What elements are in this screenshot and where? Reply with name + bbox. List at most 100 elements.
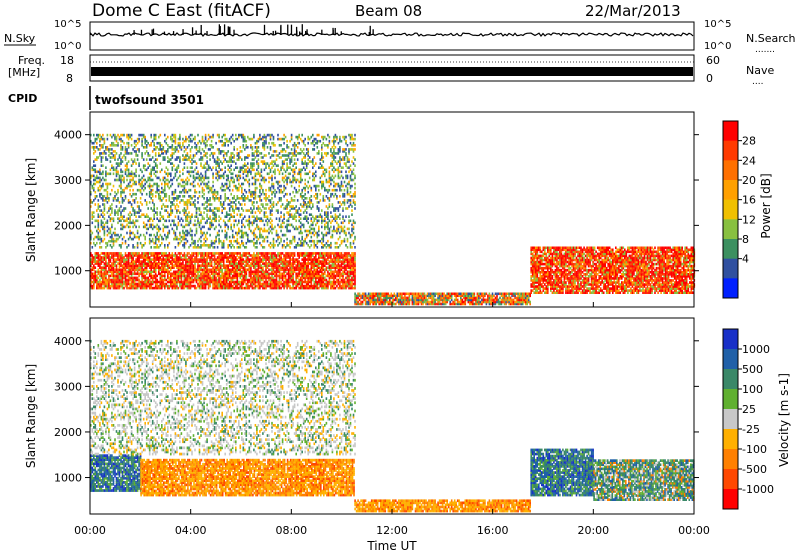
heatmap-cell <box>171 254 174 257</box>
heatmap-cell <box>192 280 195 284</box>
heatmap-cell <box>265 282 267 286</box>
heatmap-cell <box>538 291 540 294</box>
heatmap-cell <box>491 292 494 296</box>
heatmap-cell <box>182 258 184 261</box>
heatmap-cell <box>90 258 92 261</box>
heatmap-cell <box>613 264 616 268</box>
heatmap-cell <box>569 248 572 252</box>
heatmap-cell <box>171 282 174 286</box>
heatmap-cell <box>109 286 112 290</box>
heatmap-cell <box>118 284 121 288</box>
heatmap-cell <box>322 274 325 278</box>
heatmap-cell <box>203 258 205 261</box>
heatmap-cell <box>595 250 597 254</box>
heatmap-cell <box>342 270 344 274</box>
heatmap-cell <box>176 280 178 284</box>
heatmap-cell <box>417 302 420 306</box>
heatmap-cell <box>631 281 634 284</box>
heatmap-cell <box>197 276 199 280</box>
heatmap-cell <box>554 287 557 290</box>
heatmap-cell <box>511 292 513 296</box>
heatmap-cell <box>298 262 300 265</box>
heatmap-cell <box>275 256 278 259</box>
heatmap-cell <box>158 270 160 274</box>
heatmap-cell <box>186 282 189 286</box>
heatmap-cell <box>136 252 139 255</box>
heatmap-cell <box>194 278 196 282</box>
heatmap-cell <box>583 256 585 260</box>
heatmap-cell <box>225 258 228 261</box>
heatmap-cell <box>147 258 149 261</box>
heatmap-cell <box>100 272 103 276</box>
heatmap-cell <box>188 274 190 278</box>
heatmap-cell <box>106 256 109 259</box>
heatmap-cell <box>596 273 599 276</box>
heatmap-cell <box>308 270 311 274</box>
heatmap-cell <box>325 280 328 284</box>
heatmap-cell <box>381 298 383 302</box>
heatmap-cell <box>164 260 166 263</box>
heatmap-cell <box>557 256 560 260</box>
heatmap-cell <box>198 276 201 280</box>
heatmap-cell <box>301 252 303 255</box>
heatmap-cell <box>245 262 248 265</box>
heatmap-cell <box>139 256 142 259</box>
heatmap-cell <box>241 280 243 284</box>
heatmap-cell <box>313 268 316 272</box>
heatmap-cell <box>554 291 557 294</box>
heatmap-cell <box>158 254 160 257</box>
heatmap-cell <box>133 282 136 286</box>
heatmap-cell <box>159 282 162 286</box>
heatmap-cell <box>586 268 588 272</box>
heatmap-cell <box>330 280 332 284</box>
heatmap-cell <box>173 272 175 276</box>
heatmap-cell <box>346 272 349 276</box>
heatmap-cell <box>251 264 254 267</box>
heatmap-cell <box>331 284 334 288</box>
heatmap-cell <box>562 270 564 274</box>
heatmap-cell <box>204 276 207 280</box>
heatmap-cell <box>260 282 263 286</box>
heatmap-cell <box>268 278 270 282</box>
heatmap-cell <box>318 270 320 274</box>
heatmap-cell <box>536 281 539 284</box>
heatmap-cell <box>183 284 186 288</box>
heatmap-cell <box>318 286 320 290</box>
heatmap-cell <box>254 260 257 263</box>
heatmap-cell <box>531 283 534 286</box>
heatmap-cell <box>290 286 293 290</box>
heatmap-cell <box>437 298 439 302</box>
heatmap-cell <box>145 266 148 269</box>
heatmap-cell <box>168 252 171 255</box>
heatmap-cell <box>251 284 254 288</box>
heatmap-cell <box>115 282 118 286</box>
heatmap-cell <box>298 266 300 269</box>
heatmap-cell <box>354 280 356 284</box>
heatmap-cell <box>399 300 402 304</box>
heatmap-cell <box>534 260 537 264</box>
heatmap-cell <box>575 279 578 282</box>
heatmap-cell <box>604 283 606 286</box>
heatmap-cell <box>455 294 457 298</box>
heatmap-cell <box>141 254 143 257</box>
heatmap-cell <box>569 273 572 276</box>
heatmap-cell <box>144 264 146 267</box>
heatmap-cell <box>257 266 260 269</box>
heatmap-cell <box>204 286 207 290</box>
heatmap-cell <box>478 302 480 306</box>
nsky-tick-bottom: 10^0 <box>54 41 81 52</box>
heatmap-cell <box>307 270 309 274</box>
heatmap-cell <box>521 300 524 304</box>
heatmap-cell <box>556 287 558 290</box>
heatmap-cell <box>349 272 352 276</box>
heatmap-cell <box>565 248 567 252</box>
heatmap-cell <box>203 278 205 282</box>
heatmap-cell <box>96 270 98 274</box>
heatmap-cell <box>354 258 356 261</box>
heatmap-cell <box>247 260 249 263</box>
heatmap-cell <box>124 270 127 274</box>
heatmap-cell <box>456 294 459 298</box>
heatmap-cell <box>446 294 448 298</box>
heatmap-cell <box>571 258 573 262</box>
heatmap-cell <box>94 274 97 278</box>
